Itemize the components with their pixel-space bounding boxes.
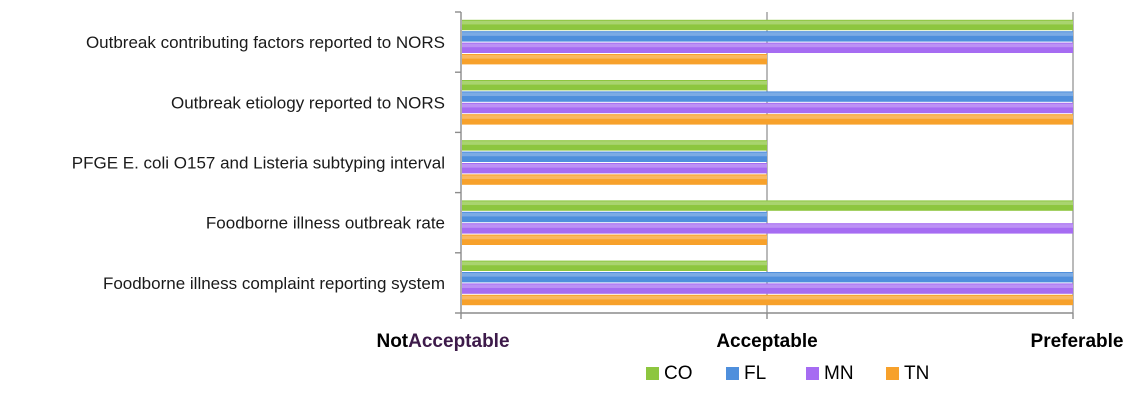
legend-label-fl: FL [744,363,766,384]
bar-highlight-mn-4 [462,284,1073,289]
bar-highlight-co-1 [462,81,767,85]
bar-highlight-mn-3 [462,224,1073,228]
bar-highlight-co-4 [462,261,767,266]
bar-highlight-co-0 [462,20,1073,25]
legend-swatch-co [646,367,659,380]
bar-co-1 [462,80,767,91]
bar-tn-0 [462,54,767,65]
x-tick-label-1: Acceptable [716,331,817,352]
legend-label-mn: MN [824,363,854,384]
x-tick-label-part-1: Acceptable [408,331,509,352]
category-label-4: Foodborne illness complaint reporting sy… [103,274,445,293]
bar-highlight-co-3 [462,201,1073,206]
legend-swatch-tn [886,367,899,380]
bar-co-0 [462,19,1073,31]
bar-highlight-fl-2 [462,152,767,157]
category-label-3: Foodborne illness outbreak rate [206,214,445,233]
bar-fl-4 [462,272,1073,283]
bar-highlight-mn-2 [462,164,767,168]
bar-fl-3 [462,211,767,223]
bar-highlight-fl-1 [462,92,1073,97]
bar-highlight-fl-3 [462,212,767,217]
bar-highlight-tn-1 [462,115,1073,119]
bar-mn-0 [462,42,1073,53]
bar-co-4 [462,260,767,271]
bar-highlight-fl-0 [462,32,1073,36]
legend-label-tn: TN [904,363,929,384]
bar-tn-1 [462,114,1073,125]
bar-fl-1 [462,91,1073,102]
category-label-2: PFGE E. coli O157 and Listeria subtyping… [72,154,445,173]
category-label-0: Outbreak contributing factors reported t… [86,33,445,52]
bar-highlight-fl-4 [462,273,1073,277]
bar-highlight-co-2 [462,141,767,145]
x-tick-label-0: NotAcceptable [376,331,509,352]
bar-tn-3 [462,234,767,245]
category-label-1: Outbreak etiology reported to NORS [171,93,445,112]
bar-mn-1 [462,102,1073,114]
bar-co-2 [462,140,767,151]
legend-swatch-fl [726,367,739,380]
legend-swatch-mn [806,367,819,380]
bar-highlight-tn-4 [462,295,1073,300]
bar-fl-2 [462,151,767,162]
bar-highlight-mn-0 [462,43,1073,48]
bar-highlight-tn-3 [462,235,767,240]
legend-label-co: CO [664,363,693,384]
bar-highlight-tn-2 [462,175,767,180]
bar-highlight-mn-1 [462,103,1073,108]
x-tick-label-2: Preferable [1031,331,1124,352]
bar-tn-2 [462,174,767,185]
bar-mn-2 [462,163,767,174]
x-tick-label-part-0: Not [376,331,408,352]
bar-tn-4 [462,294,1073,306]
bar-highlight-tn-0 [462,55,767,59]
bar-mn-3 [462,223,1073,234]
bar-mn-4 [462,283,1073,294]
bar-fl-0 [462,31,1073,42]
bar-co-3 [462,200,1073,211]
